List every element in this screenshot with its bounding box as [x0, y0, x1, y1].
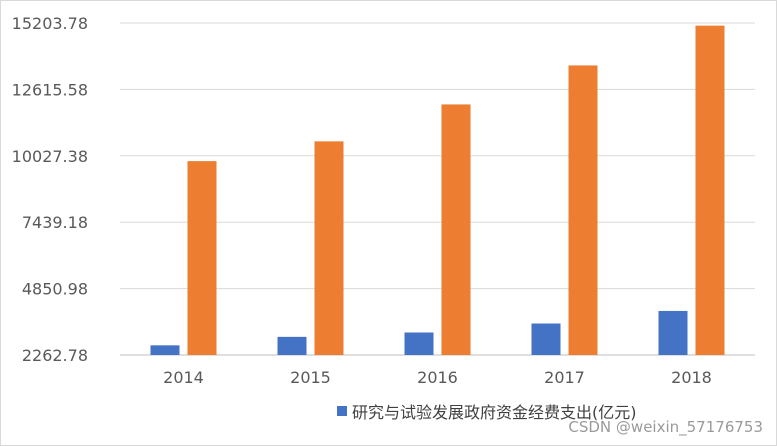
x-tick-label: 2017 — [544, 368, 585, 387]
bar-blue-2014 — [150, 345, 180, 355]
gridlines — [120, 22, 755, 356]
y-axis-ticks: 2262.78 4850.98 7439.18 10027.38 12615.58 152… — [12, 14, 88, 365]
y-tick-label: 10027.38 — [12, 147, 88, 166]
y-tick-label: 7439.18 — [22, 213, 88, 232]
x-tick-label: 2015 — [290, 368, 331, 387]
watermark-text: CSDN @weixin_57176753 — [568, 418, 763, 437]
bar-orange-2015 — [314, 141, 344, 355]
bar-orange-2018 — [695, 25, 725, 355]
x-tick-label: 2014 — [163, 368, 204, 387]
legend: 研究与试验发展政府资金经费支出(亿元) — [337, 403, 637, 422]
y-tick-label: 4850.98 — [22, 280, 88, 299]
y-tick-label: 2262.78 — [22, 346, 88, 365]
x-axis-ticks: 2014 2015 2016 2017 2018 — [163, 368, 712, 387]
bar-blue-2018 — [658, 310, 688, 355]
legend-swatch — [337, 406, 347, 416]
bar-orange-2014 — [187, 161, 217, 355]
bar-orange-2017 — [568, 65, 598, 355]
x-tick-label: 2016 — [417, 368, 458, 387]
legend-label: 研究与试验发展政府资金经费支出(亿元) — [352, 403, 637, 422]
bars — [150, 25, 725, 355]
bar-blue-2016 — [404, 332, 434, 355]
bar-blue-2017 — [531, 323, 561, 355]
bar-blue-2015 — [277, 336, 307, 355]
bar-orange-2016 — [441, 104, 471, 355]
y-tick-label: 12615.58 — [12, 80, 88, 99]
y-tick-label: 15203.78 — [12, 14, 88, 33]
x-tick-label: 2018 — [671, 368, 712, 387]
